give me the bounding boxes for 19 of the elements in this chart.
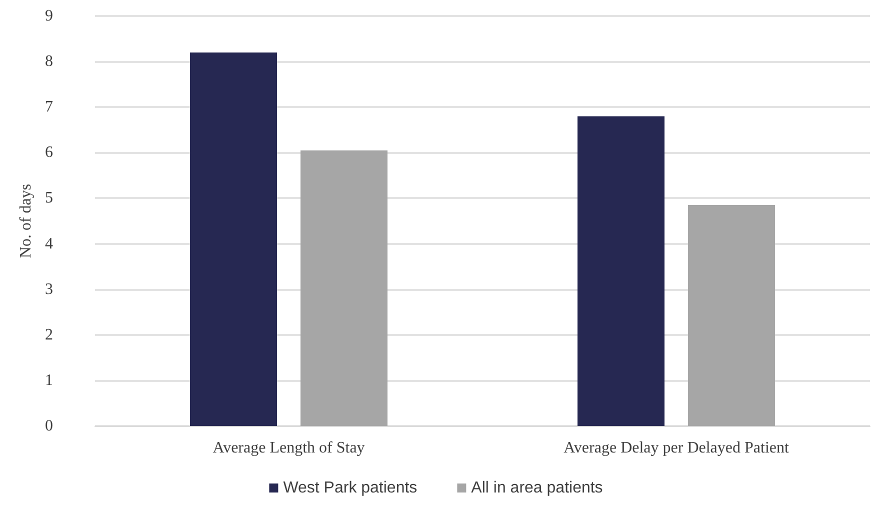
legend-label: West Park patients xyxy=(283,480,418,496)
y-tick-label: 8 xyxy=(45,53,53,70)
legend-label: All in area patients xyxy=(471,480,603,496)
x-tick-label: Average Delay per Delayed Patient xyxy=(564,440,790,456)
y-axis-title: No. of days xyxy=(18,184,35,258)
y-tick-label: 5 xyxy=(45,190,53,207)
y-tick-label: 4 xyxy=(45,235,53,252)
bar xyxy=(300,150,388,426)
y-tick-label: 6 xyxy=(45,144,53,162)
y-tick-label: 0 xyxy=(45,418,53,434)
bar xyxy=(688,205,775,426)
y-tick-label: 1 xyxy=(45,372,53,389)
bar xyxy=(190,52,278,426)
y-tick-label: 7 xyxy=(45,98,53,116)
y-tick-label: 9 xyxy=(45,8,53,24)
x-tick-label: Average Length of Stay xyxy=(212,440,365,456)
y-tick-label: 2 xyxy=(45,326,53,344)
bar xyxy=(578,116,665,426)
y-tick-label: 3 xyxy=(45,280,53,298)
